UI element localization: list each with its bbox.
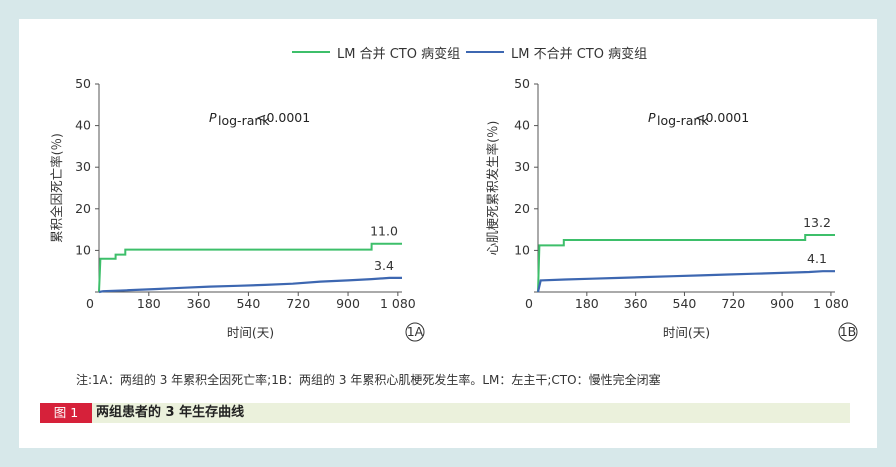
chart2-y-tick-label: 30 (514, 159, 530, 174)
chart2-series-1-line (537, 234, 835, 293)
figure-tag: 图 1 (40, 403, 92, 423)
legend-green-line (292, 51, 330, 53)
chart2-y-tick-label: 50 (514, 76, 530, 91)
chart1-panel-tag: 1A (407, 324, 424, 339)
chart1-origin-label: 0 (86, 296, 94, 311)
chart1-y-tick-label: 30 (75, 159, 91, 174)
chart2-x-tick-label: 900 (770, 296, 794, 311)
chart2-y-tick-label: 40 (514, 118, 530, 133)
chart2-panel-tag: 1B (840, 324, 857, 339)
chart2-y-tick-label: 20 (514, 201, 530, 216)
chart1-x-tick-label: 720 (286, 296, 310, 311)
chart-legend: LM 合并 CTO 病变组 LM 不合并 CTO 病变组 (19, 41, 877, 62)
chart1-y-axis-label: 累积全因死亡率(％) (49, 133, 64, 243)
chart2-x-tick-label: 360 (624, 296, 648, 311)
chart1-pvalue-sub: log-rank (218, 113, 270, 128)
chart1-pvalue-prefix: P (209, 110, 217, 125)
chart1-x-axis-label: 时间(天) (227, 325, 274, 340)
chart2-y-tick-label: 10 (514, 242, 530, 257)
chart2-origin-label: 0 (525, 296, 533, 311)
chart1-y-tick-label: 20 (75, 201, 91, 216)
chart1-series-1-line (98, 242, 402, 293)
chart1-x-tick-label: 360 (187, 296, 211, 311)
chart2-series-2-end-label: 4.1 (807, 251, 827, 266)
chart2-pvalue-text: <0.0001 (695, 110, 749, 125)
chart1-x-tick-label: 900 (336, 296, 360, 311)
chart2-x-tick-label: 540 (673, 296, 697, 311)
chart2-series-1-end-label: 13.2 (803, 215, 831, 230)
chart1-series-2-line (98, 276, 402, 294)
chart1-x-tick-label: 180 (137, 296, 161, 311)
legend-green-label: LM 合并 CTO 病变组 (337, 47, 461, 62)
chart2-x-tick-label: 180 (575, 296, 599, 311)
chart1-y-tick-label: 10 (75, 242, 91, 257)
figure-note: 注:1A：两组的 3 年累积全因死亡率;1B：两组的 3 年累积心肌梗死发生率。… (76, 373, 661, 387)
chart2-pvalue-prefix: P (648, 110, 656, 125)
chart1-x-tick-label: 540 (236, 296, 260, 311)
chart1-panel-tag-circle (405, 322, 425, 342)
figure-title: 两组患者的 3 年生存曲线 (96, 405, 245, 420)
chart2-y-axis-label: 心肌梗死累积发生率(％) (485, 121, 500, 256)
chart2-series-2-line (536, 270, 835, 293)
legend-blue-label: LM 不合并 CTO 病变组 (511, 47, 648, 62)
legend-blue-line (466, 51, 504, 53)
chart2-x-tick-label: 1 080 (813, 296, 849, 311)
figure-caption-bar: 图 1 两组患者的 3 年生存曲线 (40, 403, 850, 423)
chart1-pvalue-text: <0.0001 (256, 110, 310, 125)
chart2-x-axis-label: 时间(天) (663, 325, 710, 340)
chart2-panel-tag-circle (838, 322, 858, 342)
chart1-series-1-end-label: 11.0 (370, 224, 398, 239)
chart2-pvalue-sub: log-rank (657, 113, 709, 128)
chart2-x-tick-label: 720 (721, 296, 745, 311)
figure-panel: LM 合并 CTO 病变组 LM 不合并 CTO 病变组 10 20 30 40 50 0… (19, 19, 877, 448)
chart1-y-tick-label: 50 (75, 76, 91, 91)
survival-charts: 10 20 30 40 50 0 180 360 540 720 900 1 080 累积全因死亡率(％… (49, 76, 858, 342)
chart1-x-tick-label: 1 080 (380, 296, 416, 311)
chart1-series-2-end-label: 3.4 (374, 258, 394, 273)
chart1-y-tick-label: 40 (75, 118, 91, 133)
